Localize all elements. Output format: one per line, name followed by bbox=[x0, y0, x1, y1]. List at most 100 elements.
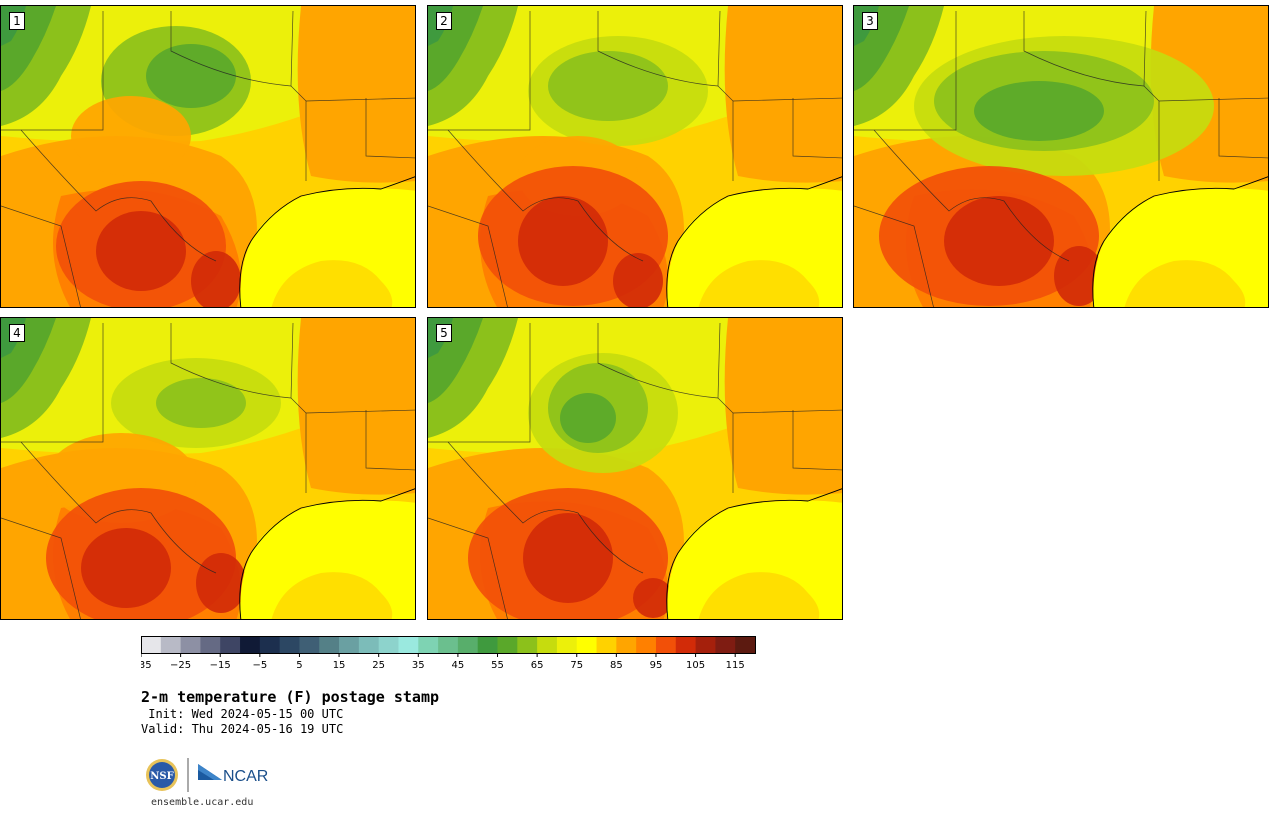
colorbar-tick-label: −35 bbox=[141, 660, 152, 671]
colorbar-tick-label: 45 bbox=[452, 660, 465, 671]
temperature-anomaly bbox=[974, 81, 1104, 141]
state-border bbox=[428, 323, 531, 443]
colorbar-tick-label: 5 bbox=[296, 660, 302, 671]
colorbar-swatch bbox=[556, 636, 578, 653]
colorbar-tick-label: 15 bbox=[333, 660, 346, 671]
temperature-map bbox=[854, 6, 1268, 307]
colorbar-swatch bbox=[655, 636, 677, 653]
colorbar-tick-label: 95 bbox=[650, 660, 663, 671]
plot-title: 2-m temperature (F) postage stamp bbox=[141, 688, 440, 706]
colorbar-swatch bbox=[537, 636, 558, 653]
coastline bbox=[239, 488, 415, 619]
colorbar-swatch bbox=[576, 636, 597, 653]
temperature-anomaly bbox=[191, 251, 241, 307]
state-border bbox=[170, 10, 294, 87]
state-border bbox=[447, 129, 644, 262]
colorbar-swatch bbox=[279, 636, 300, 653]
state-border bbox=[20, 441, 217, 574]
ncar-logo: NCAR bbox=[198, 764, 268, 785]
colorbar-swatch bbox=[180, 636, 201, 653]
panel-number: 3 bbox=[862, 12, 878, 30]
state-border bbox=[597, 322, 721, 399]
temperature-anomaly bbox=[196, 553, 246, 613]
nsf-logo-text: NSF bbox=[150, 771, 173, 782]
temperature-anomaly bbox=[633, 578, 673, 618]
colorbar-swatch bbox=[141, 636, 162, 653]
temperature-anomaly bbox=[1054, 246, 1104, 306]
temperature-field bbox=[698, 572, 820, 619]
state-border bbox=[170, 322, 294, 399]
colorbar-swatch bbox=[438, 636, 459, 653]
colorbar: −35 −25 −15 −5 5 15 25 35 45 55 65 75 85 95 105 115 bbox=[141, 636, 756, 671]
panel-number: 2 bbox=[436, 12, 452, 30]
panel-number: 1 bbox=[9, 12, 25, 30]
state-border bbox=[1023, 10, 1147, 87]
colorbar-swatch bbox=[319, 636, 340, 653]
state-border bbox=[597, 10, 721, 87]
state-border bbox=[20, 129, 217, 262]
map-panel-1: 1 bbox=[0, 5, 416, 308]
colorbar-swatch bbox=[160, 636, 182, 653]
colorbar-tick-label: 55 bbox=[491, 660, 504, 671]
colorbar-swatch bbox=[596, 636, 617, 653]
colorbar-swatch bbox=[497, 636, 518, 653]
colorbar-tick-label: −15 bbox=[210, 660, 231, 671]
colorbar-swatch bbox=[616, 636, 637, 653]
temperature-field bbox=[271, 260, 393, 307]
state-border bbox=[1, 205, 81, 307]
nsf-logo: NSF bbox=[146, 759, 178, 791]
temperature-anomaly bbox=[548, 51, 668, 121]
state-border bbox=[447, 441, 644, 574]
state-border bbox=[365, 410, 415, 471]
state-border bbox=[305, 409, 415, 414]
temperature-anomaly bbox=[518, 196, 608, 286]
site-url: ensemble.ucar.edu bbox=[151, 797, 254, 808]
map-panel-3: 3 bbox=[853, 5, 1269, 308]
temperature-anomaly bbox=[560, 393, 616, 443]
colorbar-swatch bbox=[240, 636, 261, 653]
init-time: Init: Wed 2024-05-15 00 UTC bbox=[141, 707, 344, 721]
temperature-field bbox=[724, 6, 842, 183]
colorbar-swatch bbox=[675, 636, 696, 653]
colorbar-tick-label: −5 bbox=[252, 660, 267, 671]
temperature-map bbox=[1, 6, 415, 307]
state-border bbox=[428, 517, 508, 619]
state-border bbox=[1, 517, 81, 619]
temperature-anomaly bbox=[81, 528, 171, 608]
temperature-field bbox=[698, 260, 820, 307]
temperature-map bbox=[1, 318, 415, 619]
state-border bbox=[1, 11, 104, 131]
colorbar-swatch bbox=[358, 636, 380, 653]
colorbar-swatch bbox=[695, 636, 716, 653]
colorbar-swatch bbox=[735, 636, 756, 653]
state-border bbox=[792, 98, 842, 159]
temperature-anomaly bbox=[944, 196, 1054, 286]
coastline bbox=[239, 176, 415, 307]
colorbar-tick-label: 85 bbox=[610, 660, 623, 671]
colorbar-swatch bbox=[477, 636, 498, 653]
colorbar-swatch bbox=[200, 636, 221, 653]
temperature-map bbox=[428, 6, 842, 307]
temperature-field bbox=[724, 318, 842, 495]
state-border bbox=[428, 11, 531, 131]
colorbar-swatch bbox=[220, 636, 241, 653]
temperature-anomaly bbox=[146, 44, 236, 108]
colorbar-tick-label: 65 bbox=[531, 660, 544, 671]
state-border bbox=[792, 410, 842, 471]
colorbar-swatch bbox=[418, 636, 439, 653]
valid-time: Valid: Thu 2024-05-16 19 UTC bbox=[141, 722, 344, 736]
state-border bbox=[732, 97, 842, 102]
colorbar-swatch bbox=[378, 636, 399, 653]
state-border bbox=[1218, 98, 1268, 159]
colorbar-tick-label: 105 bbox=[686, 660, 705, 671]
state-border bbox=[428, 205, 508, 307]
temperature-anomaly bbox=[156, 378, 246, 428]
state-border bbox=[365, 98, 415, 159]
state-border bbox=[873, 129, 1070, 262]
colorbar-tick-label: 75 bbox=[570, 660, 583, 671]
temperature-field bbox=[297, 318, 415, 495]
panel-number: 5 bbox=[436, 324, 452, 342]
colorbar-tick-label: 25 bbox=[372, 660, 385, 671]
colorbar-tick-label: −25 bbox=[170, 660, 191, 671]
colorbar-swatch bbox=[339, 636, 360, 653]
